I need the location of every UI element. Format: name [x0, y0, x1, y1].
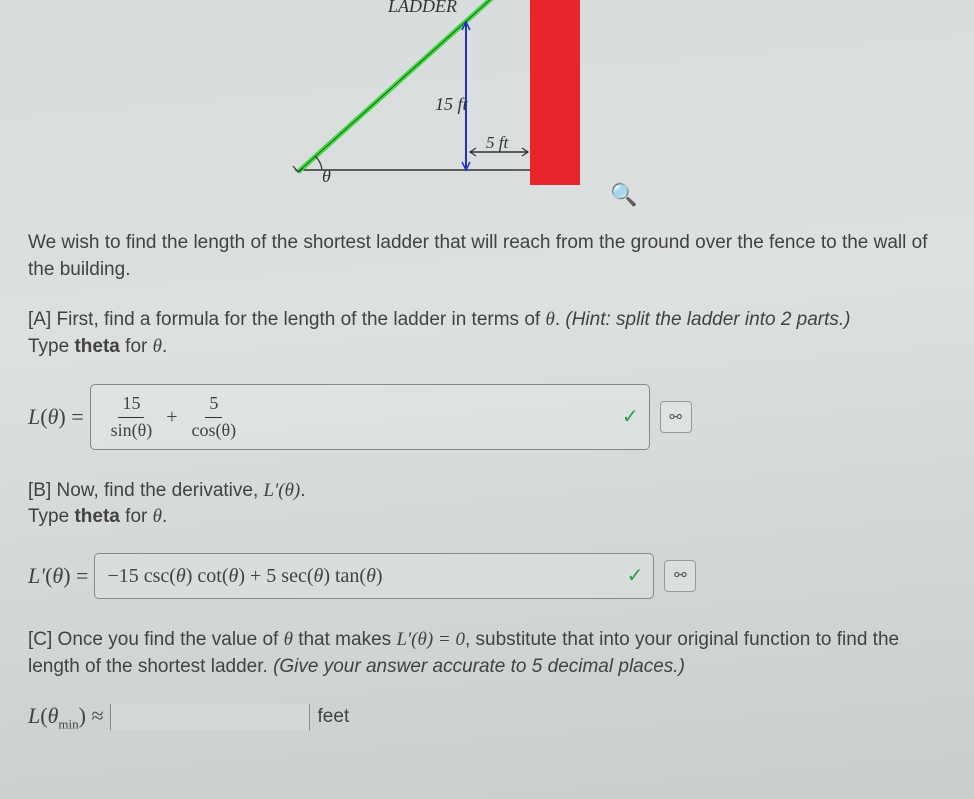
wall-shape — [530, 0, 580, 185]
frac1-den: sin(θ) — [107, 418, 157, 443]
type-prefix-a: Type — [28, 336, 74, 357]
part-a-suffix: . — [555, 309, 566, 330]
part-c-eq-label: L(θmin) ≈ — [28, 704, 104, 730]
eq-close-c: ) ≈ — [79, 704, 104, 728]
magnify-icon[interactable]: 🔍 — [610, 182, 637, 208]
plus-op: + — [166, 403, 177, 431]
unit-feet: feet — [318, 704, 350, 730]
content-area: We wish to find the length of the shorte… — [0, 210, 974, 730]
part-b-prefix: [B] Now, find the derivative, — [28, 480, 264, 501]
type-suffix-a: for — [120, 336, 153, 357]
theta-min-sub: min — [58, 716, 78, 730]
part-b-answer-box[interactable]: −15 csc(θ) cot(θ) + 5 sec(θ) tan(θ) ✓ — [94, 553, 654, 599]
frac2-num: 5 — [205, 391, 222, 417]
ladder-diagram: LADDER 15 ft 5 ft θ — [290, 0, 590, 195]
check-icon: ✓ — [622, 403, 639, 431]
deriv-b: L′(θ) — [264, 480, 301, 501]
deriv-eq-c: L′(θ) = 0 — [396, 629, 465, 650]
frac-2: 5 cos(θ) — [188, 391, 241, 442]
frac1-num: 15 — [118, 391, 144, 417]
part-c-mid: that makes — [293, 629, 397, 650]
preview-button-b[interactable]: ⚯ — [664, 560, 696, 592]
part-b-eq-label: L′(θ) = — [28, 561, 88, 592]
part-a-eq-label: L(θ) = — [28, 402, 84, 433]
theta-b: θ — [153, 506, 162, 527]
part-a-prompt: [A] First, find a formula for the length… — [28, 307, 946, 360]
frac-1: 15 sin(θ) — [107, 391, 157, 442]
width-label: 5 ft — [486, 133, 509, 152]
check-icon-b: ✓ — [627, 562, 644, 590]
diagram-area: LADDER 15 ft 5 ft θ 🔍 — [0, 0, 974, 210]
part-b-prompt: [B] Now, find the derivative, L′(θ). Typ… — [28, 478, 946, 531]
part-b-equation-row: L′(θ) = −15 csc(θ) cot(θ) + 5 sec(θ) tan… — [28, 553, 946, 599]
part-c-hint: (Give your answer accurate to 5 decimal … — [273, 656, 685, 677]
type-suffix-b: for — [120, 506, 153, 527]
ladder-label: LADDER — [387, 0, 457, 16]
part-c-answer-box[interactable] — [110, 704, 310, 730]
frac2-den: cos(θ) — [188, 418, 241, 443]
theta-a: θ — [545, 309, 554, 330]
theta-c: θ — [284, 629, 293, 650]
part-c-prompt: [C] Once you find the value of θ that ma… — [28, 627, 946, 680]
type-word-a: theta — [74, 336, 119, 357]
part-a-equation-row: L(θ) = 15 sin(θ) + 5 cos(θ) ✓ ⚯ — [28, 384, 946, 449]
part-a-answer-box[interactable]: 15 sin(θ) + 5 cos(θ) ✓ — [90, 384, 650, 449]
theta-a2: θ — [153, 336, 162, 357]
part-b-suffix: . — [300, 480, 305, 501]
part-c-equation-row: L(θmin) ≈ feet — [28, 704, 946, 730]
type-prefix-b: Type — [28, 506, 74, 527]
intro-text: We wish to find the length of the shorte… — [28, 230, 946, 283]
part-a-hint: (Hint: split the ladder into 2 parts.) — [565, 309, 850, 330]
part-c-prefix: [C] Once you find the value of — [28, 629, 284, 650]
height-label: 15 ft — [435, 94, 469, 114]
type-word-b: theta — [74, 506, 119, 527]
part-a-prefix: [A] First, find a formula for the length… — [28, 309, 545, 330]
angle-label: θ — [322, 166, 331, 186]
preview-button-a[interactable]: ⚯ — [660, 401, 692, 433]
